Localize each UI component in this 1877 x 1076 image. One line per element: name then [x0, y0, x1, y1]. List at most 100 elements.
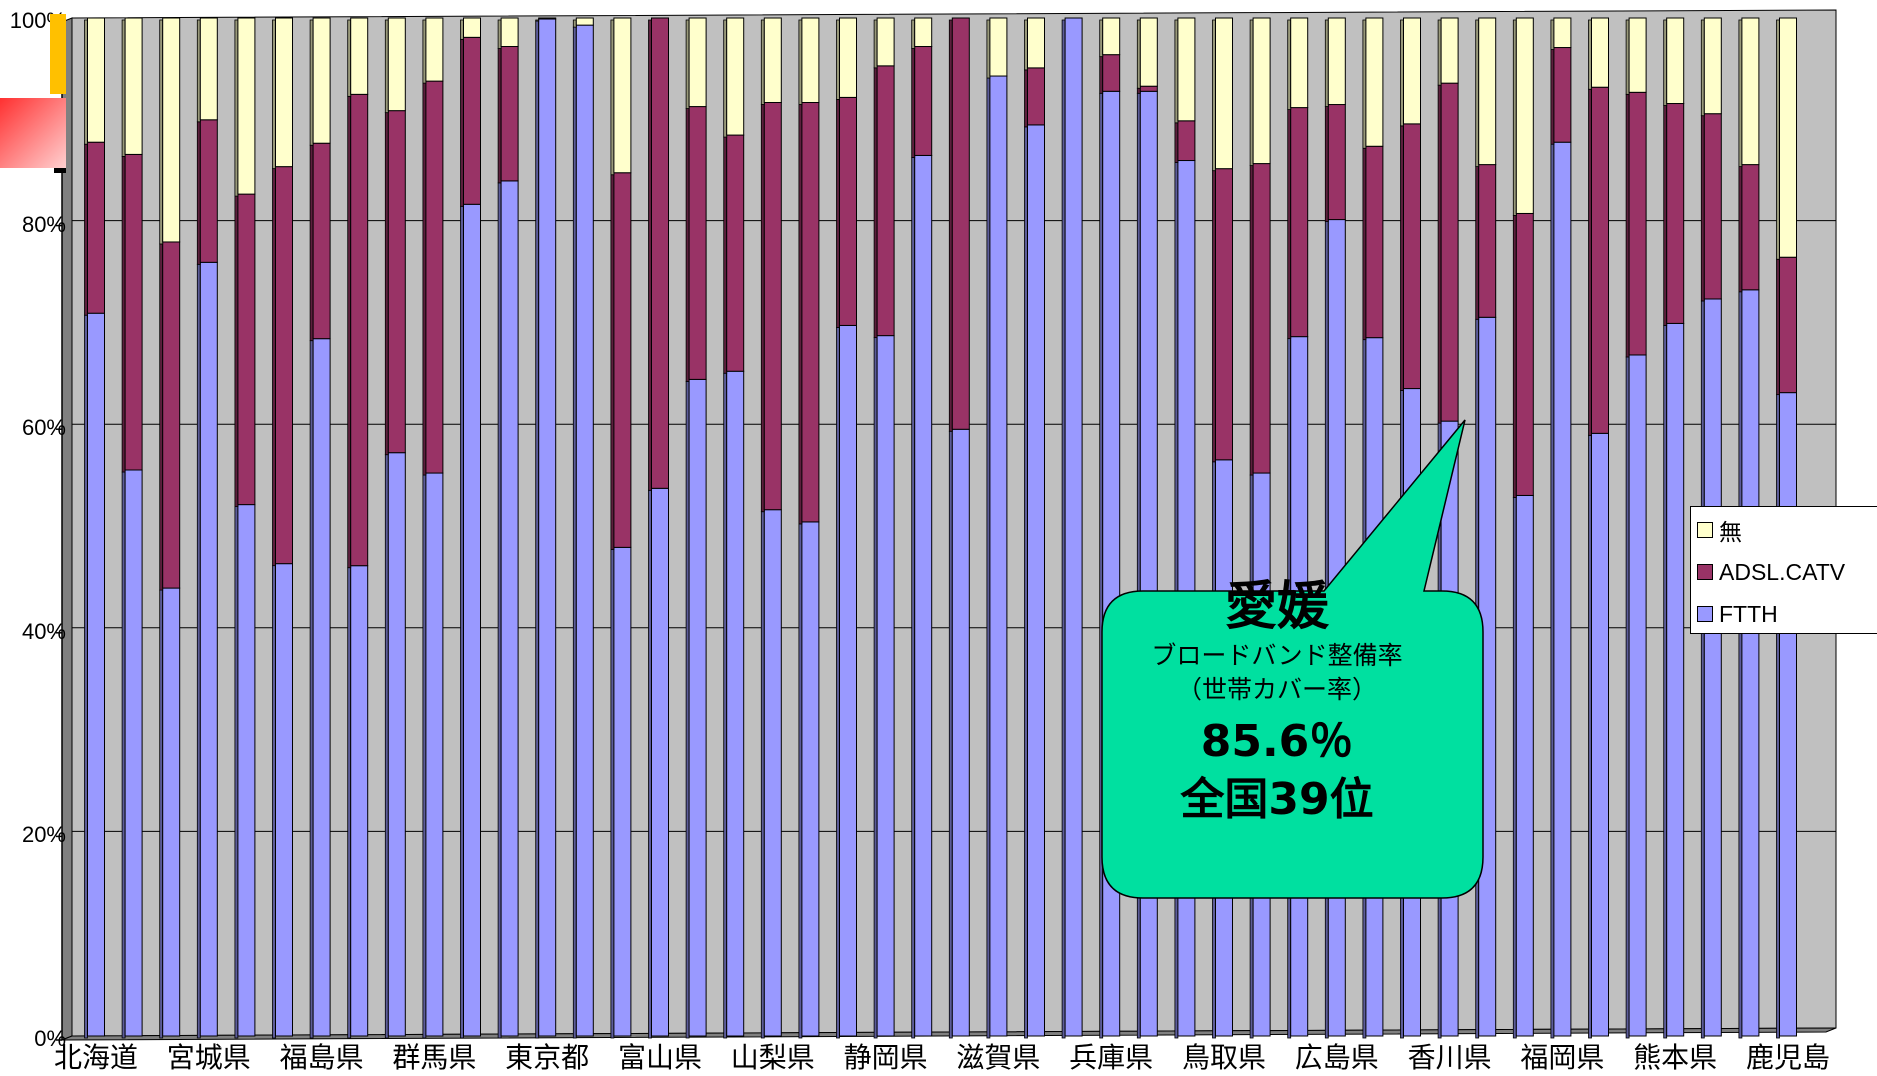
legend-swatch-ftth: [1697, 606, 1713, 622]
bar-segment-ftth: [914, 154, 933, 1037]
bar-segment-ftth: [613, 546, 632, 1037]
bar-segment-none: [801, 17, 820, 103]
bar-segment-adsl-catv: [1703, 113, 1722, 300]
bar-segment-none: [1139, 17, 1158, 87]
bar-segment-none: [1177, 17, 1196, 122]
bar-segment-ftth: [538, 18, 557, 1037]
bar-segment-ftth: [951, 428, 970, 1037]
bar-segment-adsl-catv: [275, 166, 293, 565]
bar-segment-ftth: [275, 563, 293, 1037]
x-tick-label: 鹿児島: [1745, 1041, 1830, 1074]
bar-segment-none: [1440, 17, 1459, 84]
bar-segment-adsl-catv: [1440, 82, 1459, 422]
bar-segment-none: [1252, 17, 1271, 165]
bar-segment-adsl-catv: [1252, 163, 1271, 474]
bar-segment-ftth: [1779, 392, 1797, 1037]
x-tick-label: 群馬県: [392, 1041, 477, 1074]
legend: 無 ADSL.CATV FTTH: [1690, 506, 1877, 634]
bar-segment-adsl-catv: [763, 101, 782, 511]
bar-segment-none: [1102, 17, 1121, 56]
bar-segment-adsl-catv: [801, 101, 820, 523]
legend-label-none: 無: [1719, 519, 1742, 545]
x-tick-label: 福岡県: [1520, 1041, 1605, 1074]
bar-segment-none: [425, 17, 444, 82]
bar-segment-ftth: [1628, 354, 1647, 1037]
bar-segment-ftth: [726, 370, 745, 1037]
legend-item-ftth: FTTH: [1697, 599, 1778, 629]
bar-segment-adsl-catv: [1027, 67, 1045, 126]
bar-segment-ftth: [1064, 17, 1083, 1037]
bar-segment-none: [1290, 17, 1309, 109]
bar-segment-none: [726, 17, 745, 136]
bar-segment-none: [1628, 17, 1647, 93]
bar-segment-none: [613, 17, 632, 174]
bar-segment-adsl-catv: [688, 106, 707, 380]
bar-segment-none: [1027, 17, 1045, 69]
x-tick-label: 宮城県: [166, 1041, 251, 1074]
bar-segment-ftth: [1553, 141, 1572, 1037]
bar-segment-adsl-catv: [1290, 107, 1309, 338]
bar-segment-adsl-catv: [387, 110, 406, 454]
bar-segment-adsl-catv: [651, 17, 669, 489]
legend-label-adsl-catv: ADSL.CATV: [1719, 558, 1846, 585]
bar-segment-adsl-catv: [463, 36, 481, 205]
bar-segment-adsl-catv: [312, 142, 331, 340]
bar-segment-adsl-catv: [914, 46, 933, 156]
x-tick-label: 兵庫県: [1069, 1041, 1154, 1074]
slide-dash: [54, 168, 66, 173]
bar-segment-none: [1215, 17, 1233, 170]
callout-text: 愛媛 ブロードバンド整備率 （世帯カバー率） 85.6％ 全国39位: [1102, 575, 1452, 829]
y-tick-label: 40%: [21, 618, 66, 644]
bar-segment-ftth: [312, 338, 331, 1037]
x-tick-label: 香川県: [1407, 1041, 1492, 1074]
bar-segment-ftth: [763, 509, 782, 1037]
bar-segment-none: [1703, 17, 1722, 115]
y-tick-label: 80%: [21, 211, 66, 237]
bar-segment-none: [124, 17, 143, 155]
bar-segment-adsl-catv: [1779, 256, 1797, 394]
bar-segment-ftth: [199, 261, 218, 1037]
bar-segment-ftth: [87, 312, 105, 1037]
bar-segment-adsl-catv: [162, 241, 181, 589]
bar-segment-adsl-catv: [1177, 120, 1196, 162]
slide-accent-yellow: [50, 14, 66, 94]
bar-segment-none: [763, 17, 782, 103]
bar-segment-none: [87, 17, 105, 143]
bar-segment-adsl-catv: [1139, 85, 1158, 92]
bar-segment-ftth: [425, 472, 444, 1037]
bar-segment-none: [839, 17, 857, 98]
bar-segment-ftth: [350, 565, 369, 1037]
slide-accent-red: [0, 98, 66, 168]
bar-segment-none: [275, 17, 293, 168]
bar-segment-adsl-catv: [1102, 54, 1121, 92]
callout-rank: 全国39位: [1180, 774, 1374, 825]
callout-value: 85.6％: [1200, 716, 1354, 767]
bar-segment-ftth: [1515, 494, 1534, 1037]
bar-segment-none: [989, 17, 1008, 77]
bar-segment-adsl-catv: [425, 80, 444, 474]
bar-segment-adsl-catv: [951, 17, 970, 430]
bar-segment-ftth: [162, 587, 181, 1037]
callout-line2: （世帯カバー率）: [1176, 675, 1377, 704]
bar-segment-ftth: [839, 324, 857, 1037]
bar-segment-none: [1779, 17, 1797, 258]
bar-segment-ftth: [1666, 322, 1685, 1037]
bar-segment-ftth: [688, 378, 707, 1037]
bar-segment-none: [1403, 17, 1421, 125]
bar-segment-none: [1478, 17, 1497, 166]
bar-segment-adsl-catv: [1515, 212, 1534, 496]
x-tick-label: 福島県: [279, 1041, 364, 1074]
bar-segment-adsl-catv: [237, 193, 256, 506]
bar-segment-none: [1365, 17, 1384, 147]
bar-segment-adsl-catv: [1478, 164, 1497, 318]
bar-segment-none: [1741, 17, 1760, 166]
y-tick-label: 0%: [34, 1026, 66, 1051]
bar-segment-none: [1666, 17, 1685, 105]
bar-segment-adsl-catv: [199, 119, 218, 263]
bar-segment-adsl-catv: [1591, 86, 1609, 434]
bar-segment-adsl-catv: [1741, 164, 1760, 291]
bar-segment-none: [312, 17, 331, 144]
x-tick-label: 東京都: [505, 1041, 590, 1074]
bar-segment-adsl-catv: [726, 134, 745, 372]
